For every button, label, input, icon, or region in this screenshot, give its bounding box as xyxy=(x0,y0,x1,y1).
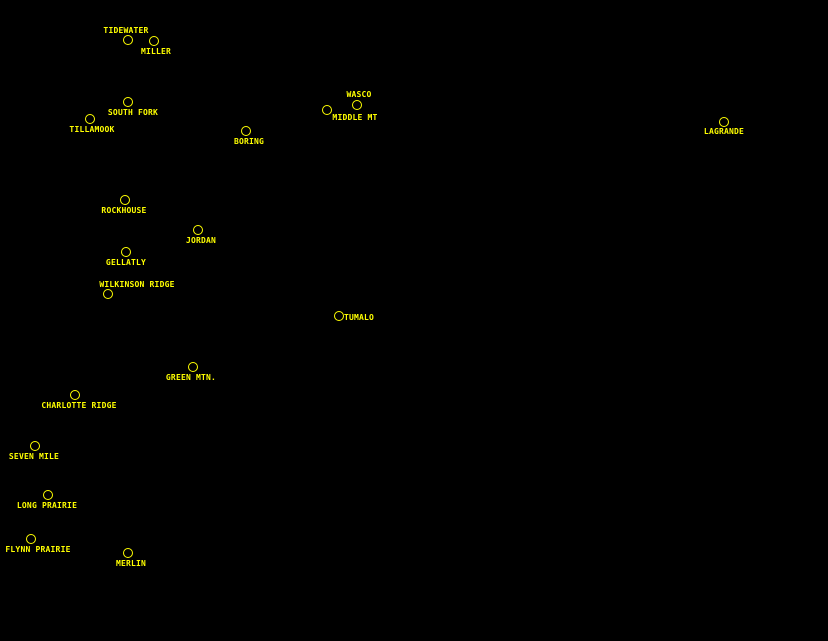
site-marker-tumalo[interactable] xyxy=(334,311,344,321)
site-marker-south-fork[interactable] xyxy=(123,97,133,107)
site-label-jordan: JORDAN xyxy=(185,236,217,245)
site-marker-middle-mt[interactable] xyxy=(322,105,332,115)
site-marker-boring[interactable] xyxy=(241,126,251,136)
site-label-tumalo: TUMALO xyxy=(343,313,375,322)
site-label-boring: BORING xyxy=(233,137,265,146)
site-marker-merlin[interactable] xyxy=(123,548,133,558)
site-marker-flynn-prairie[interactable] xyxy=(26,534,36,544)
site-marker-seven-mile[interactable] xyxy=(30,441,40,451)
site-marker-gellatly[interactable] xyxy=(121,247,131,257)
site-label-wasco: WASCO xyxy=(346,90,372,99)
site-label-charlotte-ridge: CHARLOTTE RIDGE xyxy=(41,401,117,410)
site-marker-long-prairie[interactable] xyxy=(43,490,53,500)
site-label-miller: MILLER xyxy=(140,47,172,56)
site-label-gellatly: GELLATLY xyxy=(105,258,147,267)
site-label-green-mtn: GREEN MTN. xyxy=(165,373,217,382)
site-label-lagrande: LAGRANDE xyxy=(703,127,745,136)
site-label-rockhouse: ROCKHOUSE xyxy=(101,206,147,215)
site-label-south-fork: SOUTH FORK xyxy=(107,108,159,117)
site-label-long-prairie: LONG PRAIRIE xyxy=(16,501,78,510)
site-label-merlin: MERLIN xyxy=(115,559,147,568)
site-label-seven-mile: SEVEN MILE xyxy=(8,452,60,461)
site-label-tidewater: TIDEWATER xyxy=(103,26,149,35)
site-marker-tillamook[interactable] xyxy=(85,114,95,124)
site-marker-wasco[interactable] xyxy=(352,100,362,110)
site-marker-tidewater[interactable] xyxy=(123,35,133,45)
site-marker-charlotte-ridge[interactable] xyxy=(70,390,80,400)
site-marker-lagrande[interactable] xyxy=(719,117,729,127)
site-marker-green-mtn[interactable] xyxy=(188,362,198,372)
site-marker-wilkinson-ridge[interactable] xyxy=(103,289,113,299)
site-marker-jordan[interactable] xyxy=(193,225,203,235)
site-marker-rockhouse[interactable] xyxy=(120,195,130,205)
site-label-flynn-prairie: FLYNN PRAIRIE xyxy=(5,545,71,554)
site-label-tillamook: TILLAMOOK xyxy=(69,125,115,134)
site-marker-miller[interactable] xyxy=(149,36,159,46)
site-label-wilkinson-ridge: WILKINSON RIDGE xyxy=(99,280,175,289)
site-label-middle-mt: MIDDLE MT xyxy=(332,113,378,122)
